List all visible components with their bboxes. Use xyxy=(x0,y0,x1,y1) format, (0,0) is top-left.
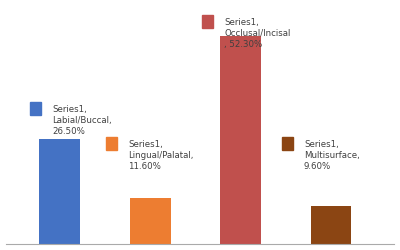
Text: Series1,
Lingual/Palatal,
11.60%: Series1, Lingual/Palatal, 11.60% xyxy=(128,140,193,171)
Text: Series1,
Occlusal/Incisal
, 52.30%: Series1, Occlusal/Incisal , 52.30% xyxy=(224,18,290,49)
Text: Series1,
Labial/Buccal,
26.50%: Series1, Labial/Buccal, 26.50% xyxy=(52,105,112,136)
Text: Series1,
Multisurface,
9.60%: Series1, Multisurface, 9.60% xyxy=(304,140,360,171)
Bar xyxy=(130,198,171,244)
Bar xyxy=(40,139,80,244)
Bar xyxy=(311,206,352,244)
Bar xyxy=(220,36,261,244)
